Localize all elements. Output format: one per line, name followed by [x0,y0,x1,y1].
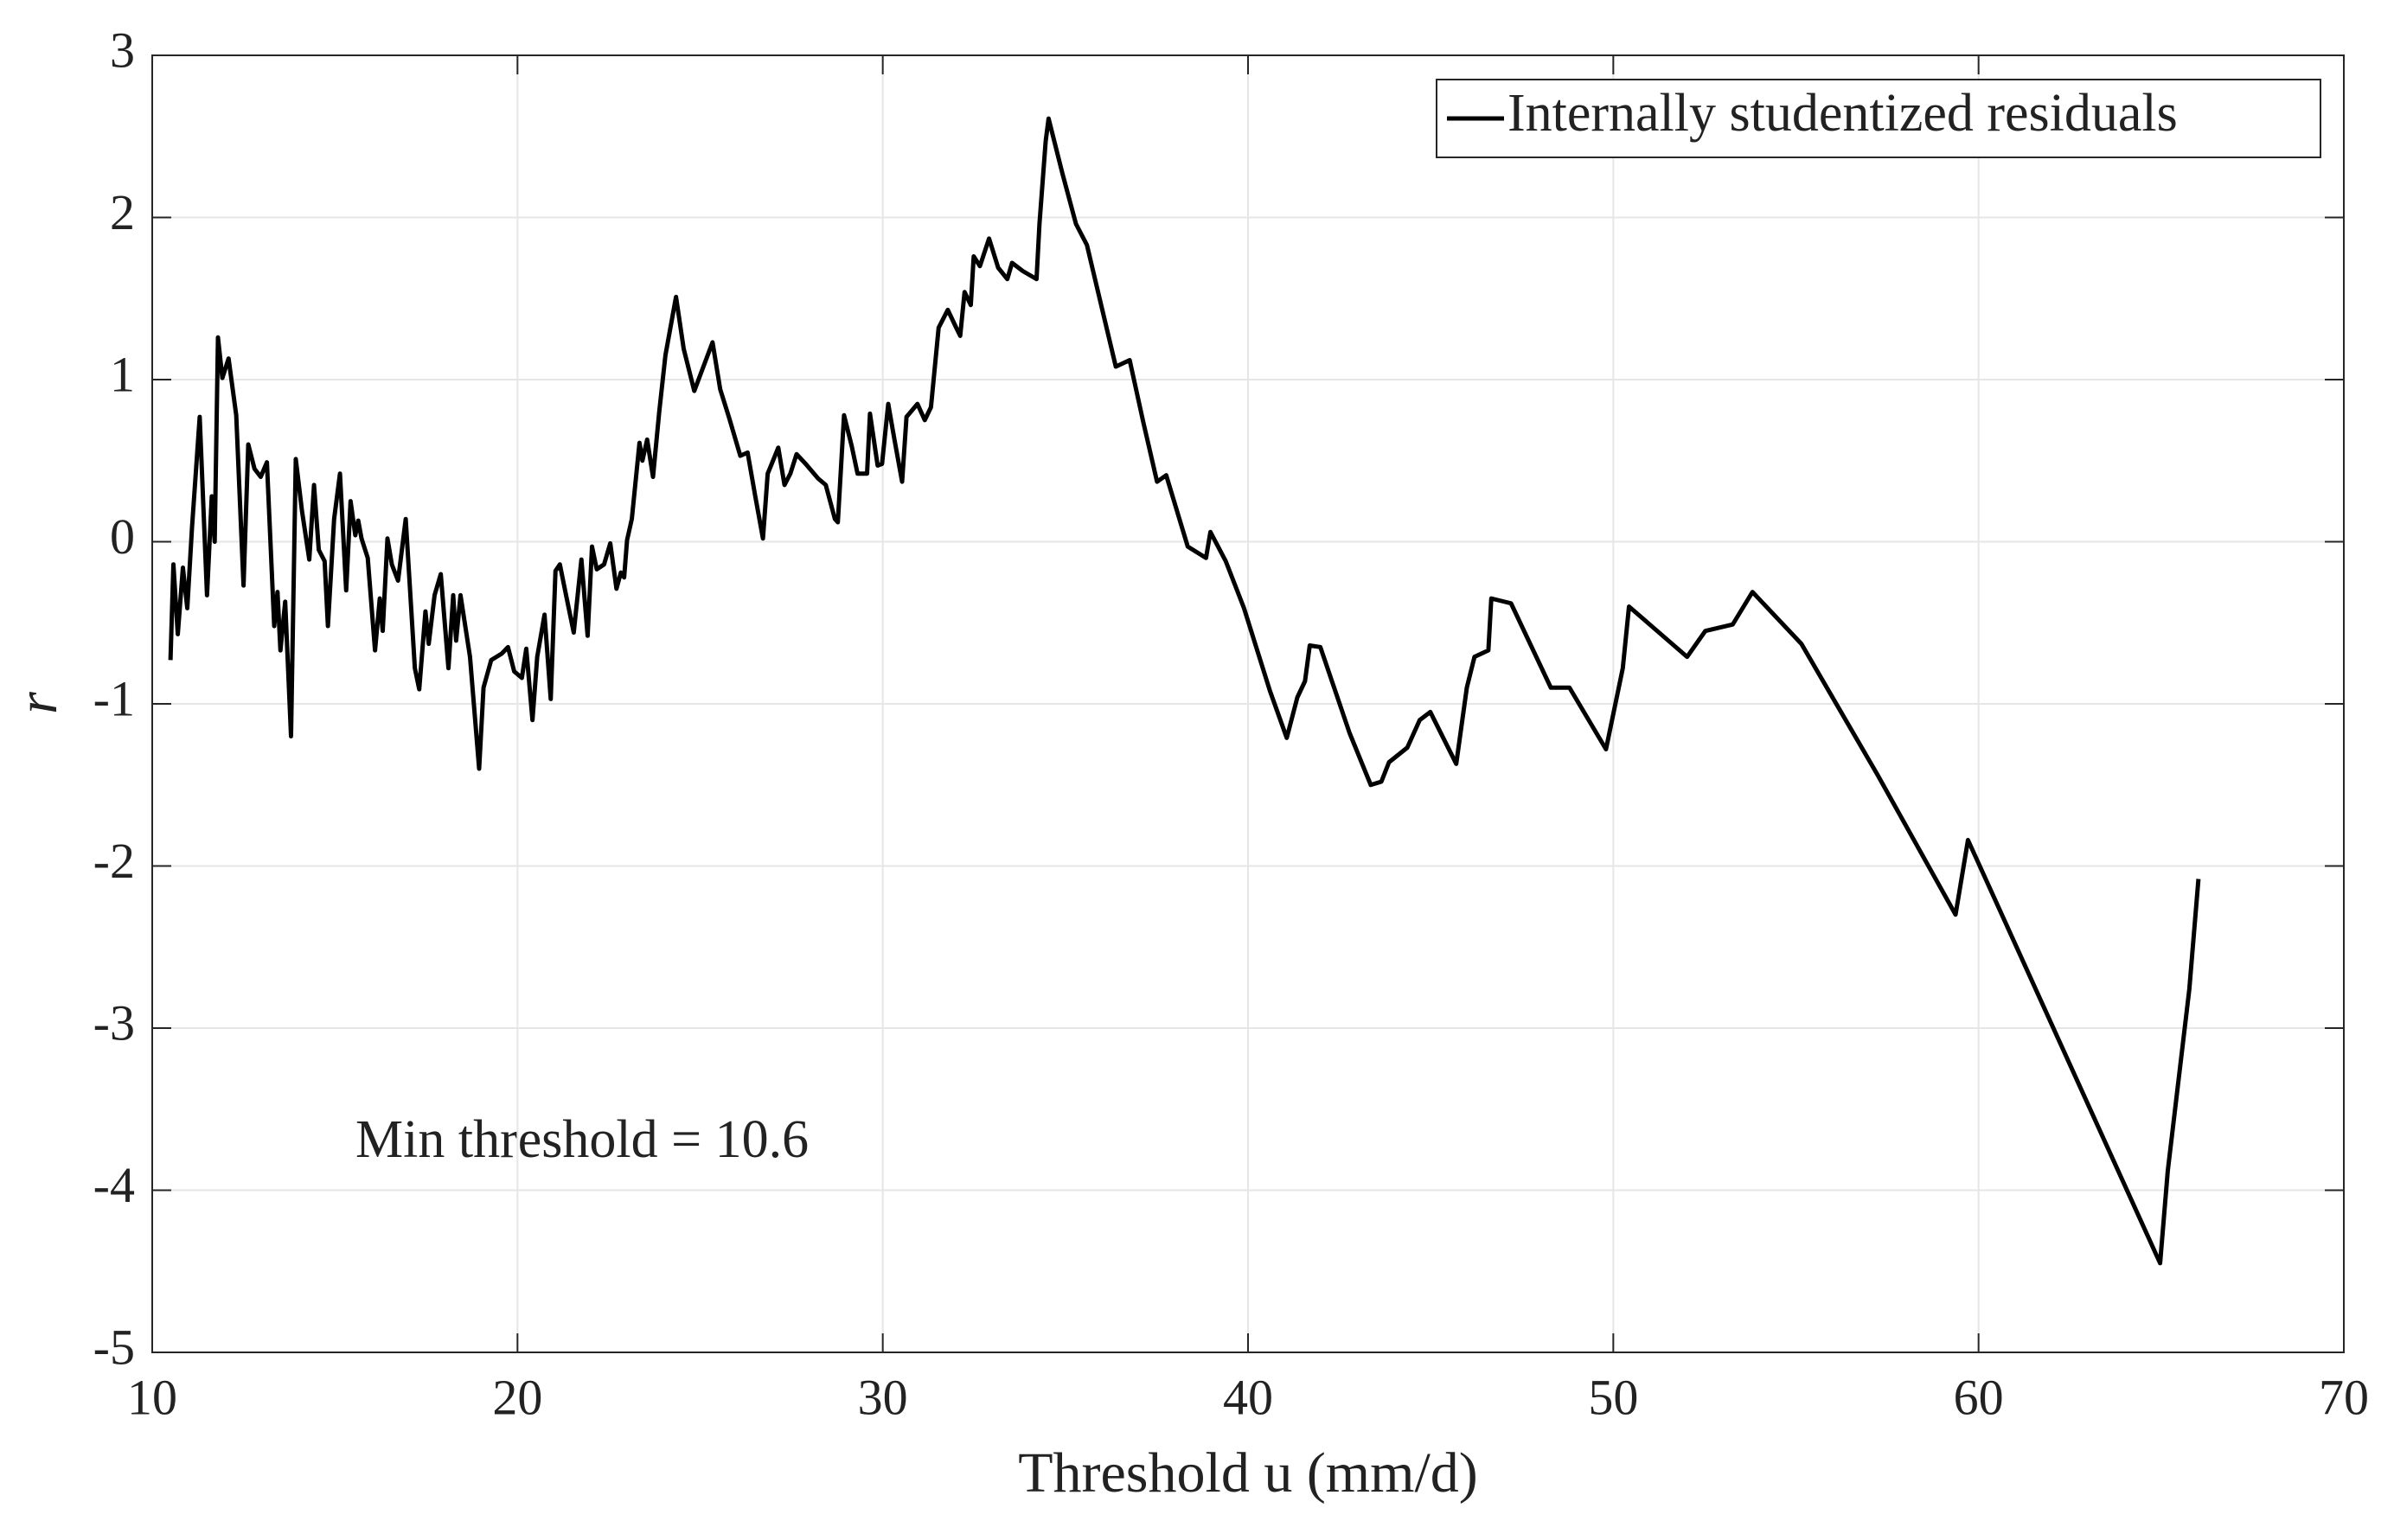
x-tick-label: 70 [2319,1369,2369,1425]
y-axis-label: r [6,692,69,714]
y-tick-label: 1 [110,346,135,402]
y-tick-label: -4 [93,1157,135,1213]
y-tick-label: 0 [110,508,135,565]
y-tick-label: 3 [110,22,135,78]
annotation: Min threshold = 10.6 [355,1110,809,1169]
y-tick-label: -3 [93,994,135,1051]
plot-frame [151,54,2345,1353]
x-tick-label: 20 [492,1369,542,1425]
x-tick-label: 60 [1954,1369,2004,1425]
data-line [168,116,2201,1266]
y-tick-label: -1 [93,670,135,726]
y-tick-label: 2 [110,184,135,240]
y-tick-label: -5 [93,1319,135,1375]
legend-label: Internally studentized residuals [1507,84,2178,143]
y-tick-label: -2 [93,833,135,889]
x-tick-label: 30 [858,1369,908,1425]
x-tick-label: 10 [127,1369,177,1425]
x-axis-label: Threshold u (mm/d) [1018,1441,1478,1505]
x-tick-label: 50 [1588,1369,1638,1425]
legend-box [1436,79,2321,158]
x-tick-label: 40 [1223,1369,1273,1425]
